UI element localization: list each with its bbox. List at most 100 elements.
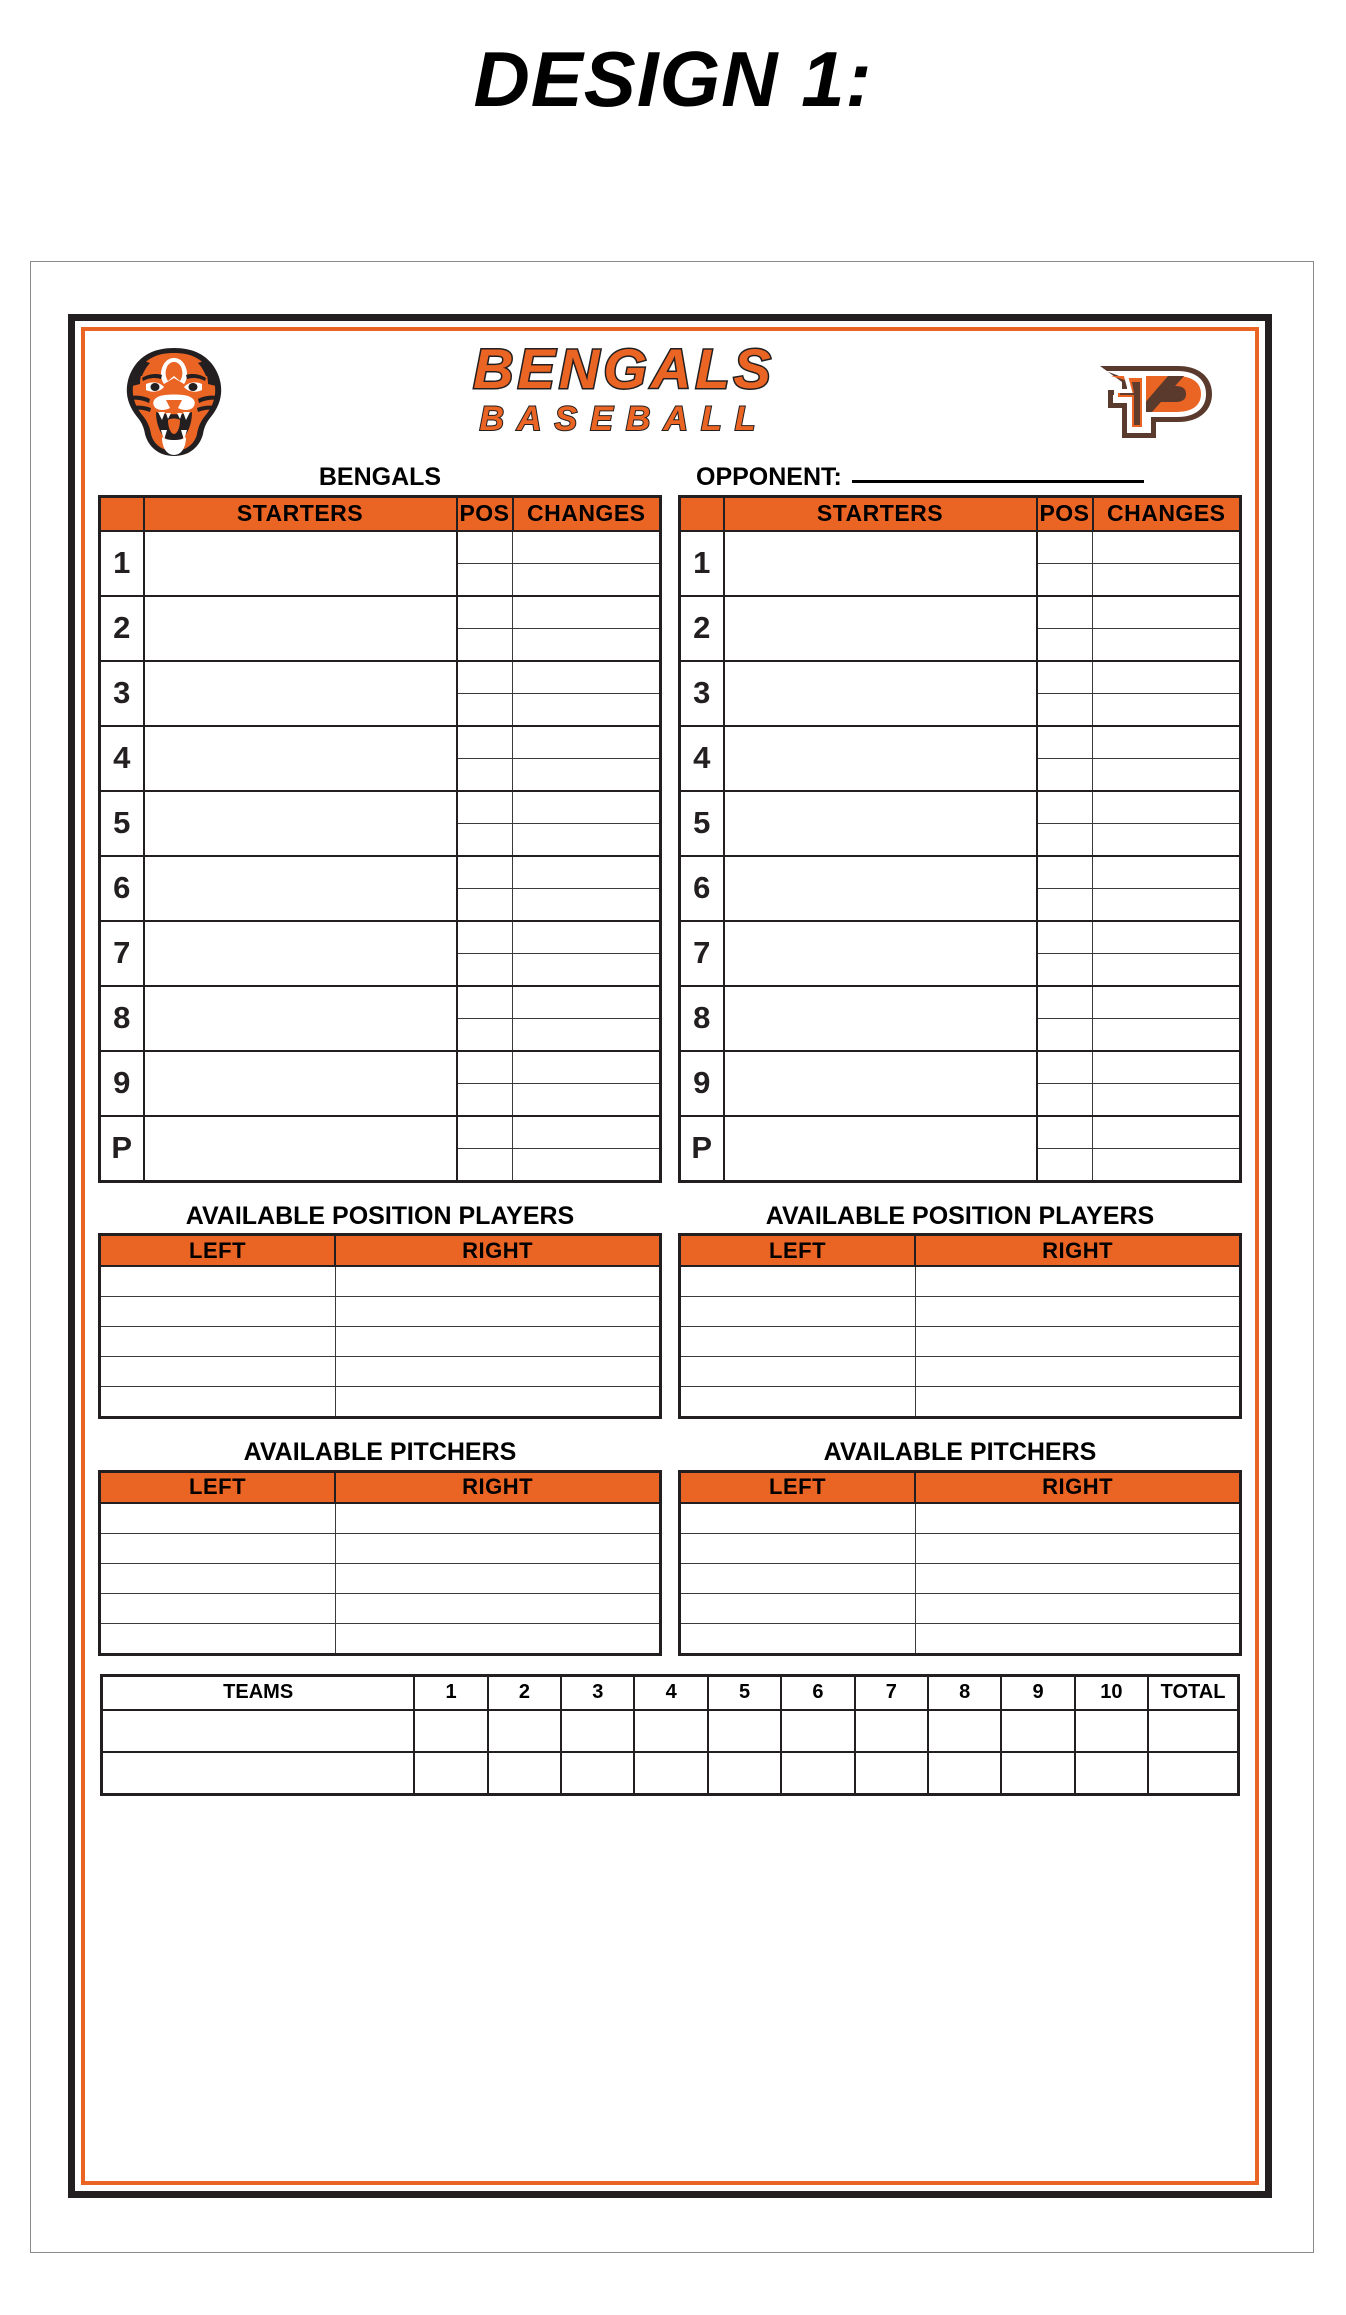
change-cell[interactable] xyxy=(512,692,661,726)
right-player-cell[interactable] xyxy=(334,1296,662,1327)
score-cell[interactable] xyxy=(633,1708,709,1753)
left-player-cell[interactable] xyxy=(679,1296,916,1327)
position-cell[interactable] xyxy=(456,919,513,954)
position-cell[interactable] xyxy=(1036,1049,1093,1084)
change-cell[interactable] xyxy=(1092,919,1241,954)
opponent-name-blank[interactable] xyxy=(851,480,1144,483)
change-cell[interactable] xyxy=(512,1114,661,1149)
change-cell[interactable] xyxy=(1092,692,1241,726)
change-cell[interactable] xyxy=(1092,952,1241,986)
starter-name-cell[interactable] xyxy=(722,1049,1038,1117)
left-player-cell[interactable] xyxy=(99,1592,336,1624)
team-name-cell[interactable] xyxy=(100,1750,416,1795)
position-cell[interactable] xyxy=(456,1017,513,1051)
change-cell[interactable] xyxy=(1092,1114,1241,1149)
right-player-cell[interactable] xyxy=(914,1356,1242,1387)
starter-name-cell[interactable] xyxy=(722,854,1038,922)
left-player-cell[interactable] xyxy=(99,1356,336,1387)
left-player-cell[interactable] xyxy=(99,1532,336,1564)
change-cell[interactable] xyxy=(512,919,661,954)
position-cell[interactable] xyxy=(1036,692,1093,726)
starter-name-cell[interactable] xyxy=(142,789,458,857)
position-cell[interactable] xyxy=(456,1114,513,1149)
change-cell[interactable] xyxy=(1092,1049,1241,1084)
position-cell[interactable] xyxy=(456,594,513,629)
change-cell[interactable] xyxy=(512,854,661,889)
position-cell[interactable] xyxy=(1036,1114,1093,1149)
left-player-cell[interactable] xyxy=(99,1326,336,1357)
position-cell[interactable] xyxy=(456,724,513,759)
position-cell[interactable] xyxy=(1036,659,1093,694)
position-cell[interactable] xyxy=(456,757,513,791)
score-cell[interactable] xyxy=(1147,1708,1240,1753)
score-cell[interactable] xyxy=(413,1708,489,1753)
score-cell[interactable] xyxy=(1147,1750,1240,1795)
left-player-cell[interactable] xyxy=(99,1386,336,1418)
left-player-cell[interactable] xyxy=(679,1502,916,1534)
change-cell[interactable] xyxy=(512,1049,661,1084)
change-cell[interactable] xyxy=(512,822,661,856)
change-cell[interactable] xyxy=(512,952,661,986)
team-name-cell[interactable] xyxy=(100,1708,416,1753)
position-cell[interactable] xyxy=(1036,984,1093,1019)
score-cell[interactable] xyxy=(560,1708,636,1753)
position-cell[interactable] xyxy=(1036,529,1093,564)
position-cell[interactable] xyxy=(1036,919,1093,954)
score-cell[interactable] xyxy=(853,1750,929,1795)
starter-name-cell[interactable] xyxy=(142,919,458,987)
position-cell[interactable] xyxy=(456,854,513,889)
left-player-cell[interactable] xyxy=(99,1265,336,1297)
left-player-cell[interactable] xyxy=(679,1562,916,1594)
starter-name-cell[interactable] xyxy=(722,724,1038,792)
score-cell[interactable] xyxy=(926,1708,1003,1753)
change-cell[interactable] xyxy=(1092,789,1241,824)
change-cell[interactable] xyxy=(1092,1017,1241,1051)
starter-name-cell[interactable] xyxy=(142,984,458,1052)
right-player-cell[interactable] xyxy=(914,1326,1242,1357)
left-player-cell[interactable] xyxy=(99,1296,336,1327)
score-cell[interactable] xyxy=(633,1750,709,1795)
change-cell[interactable] xyxy=(1092,1147,1241,1182)
score-cell[interactable] xyxy=(1000,1708,1076,1753)
change-cell[interactable] xyxy=(512,1147,661,1182)
change-cell[interactable] xyxy=(512,562,661,596)
change-cell[interactable] xyxy=(512,529,661,564)
right-player-cell[interactable] xyxy=(334,1265,662,1297)
position-cell[interactable] xyxy=(456,562,513,596)
score-cell[interactable] xyxy=(706,1750,783,1795)
starter-name-cell[interactable] xyxy=(722,789,1038,857)
right-player-cell[interactable] xyxy=(914,1532,1242,1564)
position-cell[interactable] xyxy=(1036,952,1093,986)
left-player-cell[interactable] xyxy=(99,1622,336,1655)
change-cell[interactable] xyxy=(512,724,661,759)
starter-name-cell[interactable] xyxy=(722,594,1038,662)
change-cell[interactable] xyxy=(1092,854,1241,889)
starter-name-cell[interactable] xyxy=(142,724,458,792)
position-cell[interactable] xyxy=(456,692,513,726)
change-cell[interactable] xyxy=(1092,562,1241,596)
change-cell[interactable] xyxy=(512,594,661,629)
starter-name-cell[interactable] xyxy=(722,1114,1038,1182)
position-cell[interactable] xyxy=(1036,854,1093,889)
right-player-cell[interactable] xyxy=(334,1592,662,1624)
change-cell[interactable] xyxy=(512,1017,661,1051)
change-cell[interactable] xyxy=(1092,984,1241,1019)
left-player-cell[interactable] xyxy=(679,1326,916,1357)
starter-name-cell[interactable] xyxy=(142,594,458,662)
left-player-cell[interactable] xyxy=(679,1386,916,1418)
position-cell[interactable] xyxy=(456,789,513,824)
score-cell[interactable] xyxy=(1000,1750,1076,1795)
change-cell[interactable] xyxy=(1092,659,1241,694)
starter-name-cell[interactable] xyxy=(142,659,458,727)
left-player-cell[interactable] xyxy=(679,1622,916,1655)
left-player-cell[interactable] xyxy=(679,1592,916,1624)
starter-name-cell[interactable] xyxy=(722,984,1038,1052)
right-player-cell[interactable] xyxy=(914,1296,1242,1327)
position-cell[interactable] xyxy=(1036,1082,1093,1116)
position-cell[interactable] xyxy=(1036,562,1093,596)
position-cell[interactable] xyxy=(1036,594,1093,629)
change-cell[interactable] xyxy=(512,789,661,824)
position-cell[interactable] xyxy=(456,887,513,921)
left-player-cell[interactable] xyxy=(99,1502,336,1534)
right-player-cell[interactable] xyxy=(914,1562,1242,1594)
